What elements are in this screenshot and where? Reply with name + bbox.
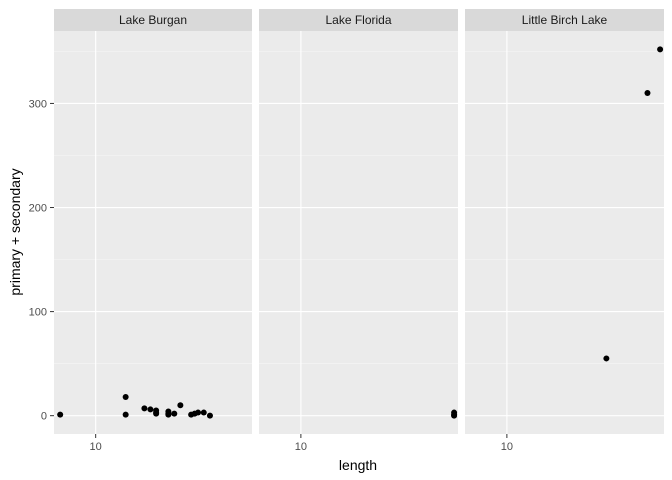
facet-little-birch-lake: Little Birch Lake — [465, 9, 664, 434]
data-point — [657, 46, 664, 53]
data-point — [153, 410, 160, 417]
facet-panel-lake-burgan — [54, 31, 252, 434]
x-axis-title: length — [339, 457, 377, 473]
y-tick-label: 0 — [41, 411, 47, 423]
data-point — [195, 409, 202, 416]
major-gridlines-little-birch-lake — [465, 31, 664, 434]
facet-strip-label-lake-florida: Lake Florida — [325, 13, 391, 27]
data-point — [57, 411, 64, 418]
data-point — [206, 412, 213, 419]
facet-strip-lake-florida — [259, 9, 458, 31]
facet-panel-lake-florida — [259, 31, 458, 434]
facet-lake-burgan: Lake Burgan — [54, 9, 252, 434]
y-tick-label: 200 — [29, 203, 47, 215]
data-point — [122, 411, 129, 418]
data-point — [451, 412, 458, 419]
y-axis: 0 100 200 300 — [29, 98, 54, 423]
y-tick-label: 300 — [29, 98, 47, 110]
points-little-birch-lake — [603, 46, 664, 362]
y-tick-label: 100 — [29, 307, 47, 319]
points-lake-burgan — [57, 393, 213, 419]
facet-strip-little-birch-lake — [465, 9, 664, 31]
points-lake-florida — [451, 409, 458, 419]
y-axis-title: primary + secondary — [7, 168, 23, 295]
data-point — [171, 410, 178, 417]
facet-panel-little-birch-lake — [465, 31, 664, 434]
data-point — [141, 405, 148, 412]
facet-strip-label-little-birch-lake: Little Birch Lake — [522, 13, 608, 27]
x-tick-label: 10 — [90, 441, 102, 453]
x-tick-label: 10 — [501, 441, 513, 453]
data-point — [177, 402, 184, 409]
data-point — [147, 406, 154, 413]
data-point — [603, 355, 610, 362]
facet-lake-florida: Lake Florida — [259, 9, 458, 434]
major-gridlines-lake-burgan — [54, 31, 252, 434]
major-gridlines-lake-florida — [259, 31, 458, 434]
x-tick-label: 10 — [295, 441, 307, 453]
data-point — [122, 393, 129, 400]
data-point — [200, 409, 207, 416]
facet-strip-lake-burgan — [54, 9, 252, 31]
facet-strip-label-lake-burgan: Lake Burgan — [119, 13, 187, 27]
x-axis: 10 10 10 — [90, 434, 513, 453]
data-point — [165, 411, 172, 418]
data-point — [644, 90, 651, 97]
